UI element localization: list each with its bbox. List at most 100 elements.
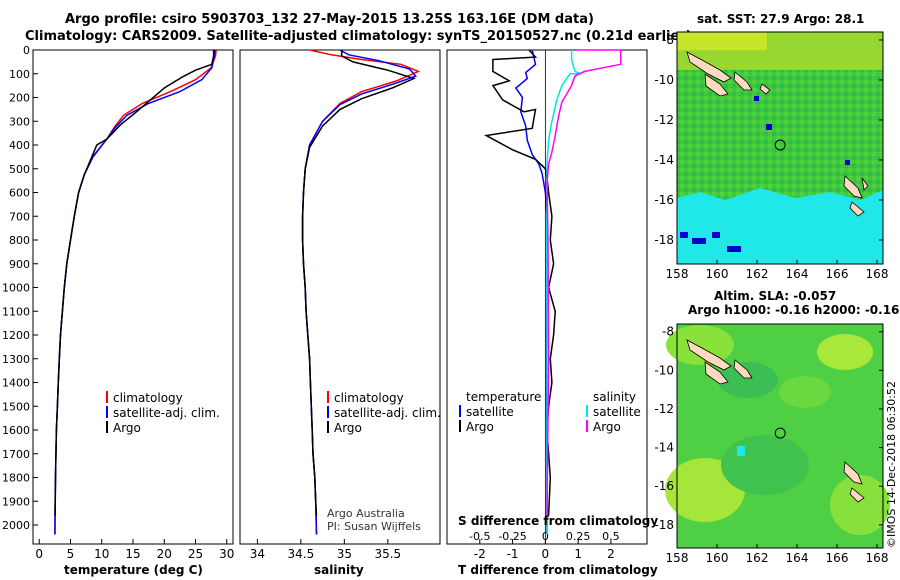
sst-map-panel: sat. SST: 27.9 Argo: 28.1 158 160 162 164 16… <box>654 12 888 281</box>
depth-axis: 0 100 200 300 400 500 600 700 800 900 1000 1100 1200… <box>2 44 38 532</box>
argo-location-marker <box>774 427 786 439</box>
lat-tick-label: -8 <box>662 325 674 339</box>
island <box>849 487 865 503</box>
legend-label-s-satellite: satellite <box>593 405 641 419</box>
legend-swatch-satellite <box>327 406 329 418</box>
island <box>759 83 771 95</box>
credit-line-2: PI: Susan Wijffels <box>327 520 421 533</box>
salinity-panel: 34 34.5 35 35.5 salinity climatology satell… <box>239 49 441 577</box>
imos-timestamp: ©IMOS 14-Dec-2018 06:30:52 <box>885 381 898 548</box>
difference-x-axis: -2 -1 0 1 2-0.5 -0.25 0 0.25 0.5 <box>469 530 620 561</box>
legend-label-t-argo: Argo <box>466 420 494 434</box>
legend-swatch-t-satellite <box>459 405 461 417</box>
sla-high-patch <box>666 325 734 365</box>
lat-tick-label: -8 <box>662 33 674 47</box>
x-tick-label: 30 <box>219 547 234 561</box>
legend-label-argo: Argo <box>334 421 362 435</box>
x-tick-label: -1 <box>507 547 519 561</box>
legend-label-satellite: satellite-adj. clim. <box>113 406 220 420</box>
island <box>843 461 863 485</box>
temperature-profiles <box>54 49 217 535</box>
sla-map-panel: Altim. SLA: -0.057 Argo h1000: -0.16 h20… <box>654 289 899 565</box>
s-diff-tick-label: 0.25 <box>566 530 591 543</box>
legend-swatch-s-satellite <box>586 405 588 417</box>
sst-map-islands <box>686 51 869 217</box>
sla-low-patch <box>721 435 809 495</box>
lon-tick-label: 164 <box>786 267 809 281</box>
y-tick-label: 1300 <box>2 353 30 366</box>
series-argo <box>54 50 215 516</box>
legend-heading-salinity: salinity <box>593 390 636 404</box>
cold-pixel <box>754 96 759 101</box>
x-tick-label: 0 <box>542 547 550 561</box>
temperature-plot-frame <box>32 49 234 545</box>
series-argo <box>301 50 417 516</box>
lon-tick-label: 158 <box>666 551 689 565</box>
y-tick-label: 1500 <box>2 400 30 413</box>
series-argo-salinity <box>546 49 622 516</box>
x-tick-label: 10 <box>94 547 109 561</box>
lon-tick-label: 168 <box>866 551 889 565</box>
temperature-legend: climatology satellite-adj. clim. Argo <box>106 391 220 435</box>
sla-map-title: Altim. SLA: -0.057 <box>714 289 836 303</box>
cold-pixel <box>845 160 850 165</box>
y-tick-label: 1900 <box>2 495 30 508</box>
x-tick-label: 0 <box>35 547 43 561</box>
sst-warmest-patch <box>677 32 767 50</box>
legend-swatch-argo <box>106 421 108 433</box>
salinity-profiles <box>301 49 421 535</box>
x-tick-label: 34 <box>250 547 265 561</box>
cold-pixel <box>766 124 772 130</box>
sst-map-frame <box>676 31 884 265</box>
legend-swatch-climatology <box>106 391 108 403</box>
y-tick-label: 1800 <box>2 472 30 485</box>
lon-tick-label: 168 <box>866 267 889 281</box>
sst-map-title: sat. SST: 27.9 Argo: 28.1 <box>697 12 864 26</box>
sla-low-patch <box>718 362 778 398</box>
lat-tick-label: -16 <box>654 479 674 493</box>
climatology-title: Climatology: CARS2009. Satellite-adjuste… <box>25 29 692 44</box>
y-tick-label: 100 <box>9 68 30 81</box>
y-tick-label: 700 <box>9 210 30 223</box>
legend-heading-temperature: temperature <box>466 390 541 404</box>
lat-tick-label: -12 <box>654 402 674 416</box>
y-tick-label: 1000 <box>2 282 30 295</box>
series-satellite-salinity <box>545 50 582 535</box>
lon-tick-label: 166 <box>826 267 849 281</box>
x-tick-label: 5 <box>67 547 75 561</box>
y-tick-label: 400 <box>9 139 30 152</box>
island <box>733 71 753 91</box>
lon-tick-label: 164 <box>786 551 809 565</box>
sla-high-patch <box>817 334 873 370</box>
sla-high-patch <box>830 475 890 535</box>
temperature-x-axis: 0 5 10 15 20 25 30 <box>35 539 234 561</box>
island <box>686 339 732 371</box>
sla-map-axes: 158 160 162 164 166 168 -8 -10 -12 -14 -16 -18 <box>654 325 888 565</box>
sla-argo-pixel <box>737 446 745 456</box>
sst-map-axes: 158 160 162 164 166 168 -8 -10 -12 -14 -16 -18 <box>654 33 888 281</box>
legend-swatch-t-argo <box>459 420 461 432</box>
sla-map-islands <box>686 339 865 503</box>
y-tick-label: 0 <box>23 44 30 57</box>
island <box>843 175 863 199</box>
difference-profiles <box>483 49 622 544</box>
s-diff-tick-label: 0.5 <box>602 530 620 543</box>
sla-high-patch <box>779 376 831 408</box>
salinity-legend: climatology satellite-adj. clim. Argo <box>327 391 441 435</box>
salinity-x-axis: 34 34.5 35 35.5 <box>250 539 401 561</box>
lon-tick-label: 158 <box>666 267 689 281</box>
legend-label-t-satellite: satellite <box>466 405 514 419</box>
lat-tick-label: -10 <box>654 363 674 377</box>
island <box>704 361 729 385</box>
lat-tick-label: -14 <box>654 441 674 455</box>
y-tick-label: 1600 <box>2 424 30 437</box>
legend-swatch-s-argo <box>586 420 588 432</box>
y-tick-label: 1700 <box>2 448 30 461</box>
island <box>849 201 865 217</box>
temperature-axis-label: temperature (deg C) <box>64 563 203 577</box>
lon-tick-label: 162 <box>746 267 769 281</box>
legend-swatch-argo <box>327 421 329 433</box>
lon-tick-label: 160 <box>706 551 729 565</box>
lon-tick-label: 160 <box>706 267 729 281</box>
y-tick-label: 1100 <box>2 305 30 318</box>
